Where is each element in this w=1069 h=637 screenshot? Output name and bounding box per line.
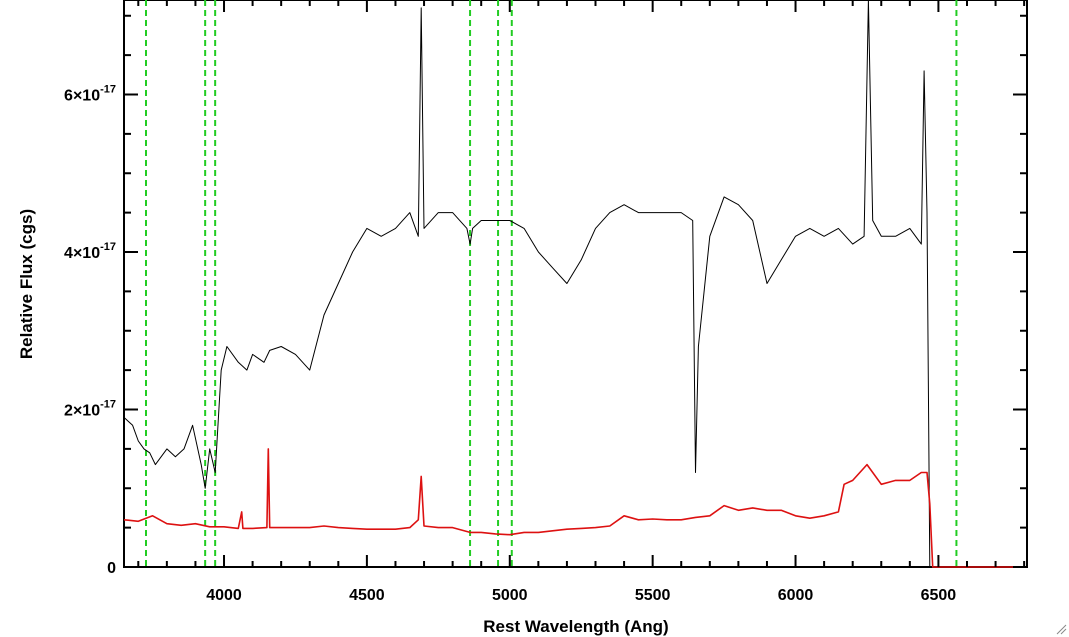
x-tick-label: 5500 (635, 587, 671, 604)
y-tick-label: 6×10-17 (64, 84, 116, 105)
y-tick-label: 2×10-17 (64, 399, 116, 420)
spectrum-series-1 (123, 448, 1027, 568)
y-tick-label: 0 (107, 560, 116, 577)
reference-lines (145, 0, 958, 567)
y-axis-label: Relative Flux (cgs) (17, 209, 36, 359)
spectrum-series-0 (123, 0, 931, 568)
y-tick-label: 4×10-17 (64, 241, 116, 262)
plot-frame (123, 0, 1028, 568)
x-tick-label: 6500 (921, 587, 957, 604)
x-tick-label: 4000 (206, 587, 242, 604)
series-layer (123, 0, 1027, 568)
y-axis-ticks: 0 2×10-17 4×10-17 6×10-17 (64, 14, 1027, 577)
x-axis-ticks: 4000 4500 5000 5500 6000 6500 (137, 0, 1026, 604)
x-tick-label: 6000 (778, 587, 814, 604)
x-tick-label: 5000 (492, 587, 528, 604)
resize-grip-icon[interactable] (1055, 623, 1067, 635)
x-tick-label: 4500 (349, 587, 385, 604)
x-axis-label: Rest Wavelength (Ang) (483, 617, 668, 636)
